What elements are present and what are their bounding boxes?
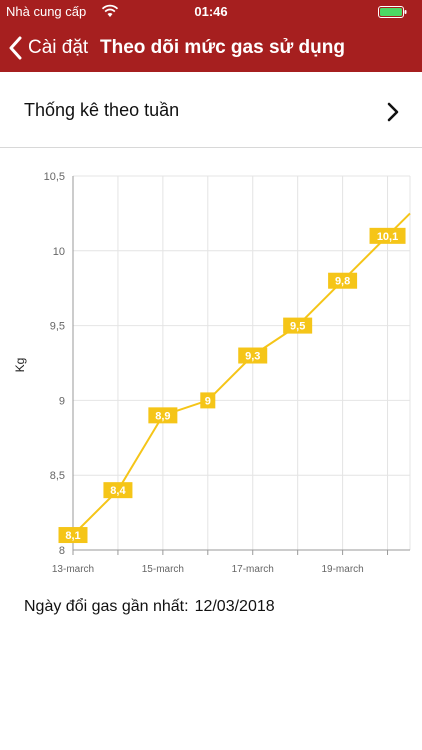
navigation-bar: Cài đặt Theo dõi mức gas sử dụng xyxy=(0,24,422,72)
wifi-icon xyxy=(101,4,119,17)
status-time: 01:46 xyxy=(194,4,228,19)
data-point-marker xyxy=(283,317,313,334)
x-tick-label: 13-march xyxy=(52,564,94,575)
x-tick-label: 19-march xyxy=(321,564,363,575)
back-button-label: Cài đặt xyxy=(28,37,89,58)
data-label: 8,4 xyxy=(110,485,126,497)
data-label: 9,5 xyxy=(290,321,305,333)
page-title: Theo dõi mức gas sử dụng xyxy=(100,37,345,58)
chevron-left-icon xyxy=(9,36,22,60)
y-tick-label: 10 xyxy=(53,246,65,258)
gas-usage-chart: 8 8,5 9 9,5 10 10,5 13-march 15-march 17-march 19… xyxy=(13,171,411,575)
data-point-marker xyxy=(148,407,178,424)
data-label: 10,1 xyxy=(377,231,398,243)
y-tick-label: 9,5 xyxy=(50,321,65,333)
last-gas-change-label: Ngày đổi gas gần nhất: xyxy=(24,598,189,615)
data-point-marker xyxy=(58,527,88,544)
data-point-marker xyxy=(103,482,133,499)
data-point-marker xyxy=(238,347,268,364)
last-gas-change: Ngày đổi gas gần nhất: 12/03/2018 xyxy=(24,598,275,616)
status-bar: Nhà cung cấp 01:46 xyxy=(0,0,422,24)
y-tick-label: 8 xyxy=(59,545,65,557)
y-tick-label: 9 xyxy=(59,395,65,407)
carrier-name: Nhà cung cấp xyxy=(6,4,87,19)
data-point-marker xyxy=(328,272,358,289)
weekly-stats-row[interactable]: Thống kê theo tuần xyxy=(0,72,422,148)
data-label: 9 xyxy=(205,395,211,407)
weekly-stats-label: Thống kê theo tuần xyxy=(24,100,180,120)
x-tick-label: 17-march xyxy=(232,564,274,575)
y-axis-title: Kg xyxy=(13,358,27,373)
data-label: 9,8 xyxy=(335,276,350,288)
back-button[interactable]: Cài đặt xyxy=(8,34,88,62)
data-point-marker xyxy=(200,392,216,409)
data-label: 9,3 xyxy=(245,351,260,363)
chevron-right-icon xyxy=(387,102,399,122)
data-point-marker xyxy=(369,227,406,244)
last-gas-change-date: 12/03/2018 xyxy=(194,598,275,615)
battery-icon xyxy=(378,6,407,18)
data-label: 8,9 xyxy=(155,410,170,422)
x-tick-label: 15-march xyxy=(142,564,184,575)
data-label: 8,1 xyxy=(65,530,80,542)
y-tick-label: 10,5 xyxy=(44,171,65,183)
y-tick-label: 8,5 xyxy=(50,470,65,482)
